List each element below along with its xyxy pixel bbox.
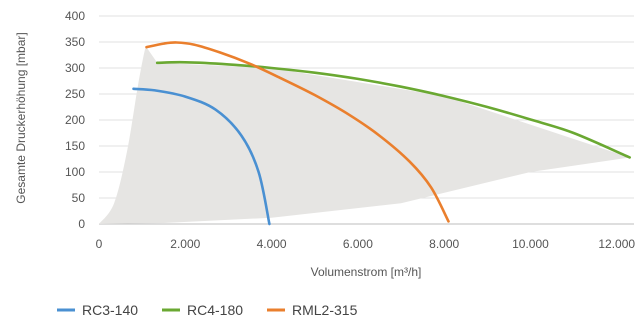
series-layer bbox=[132, 41, 631, 226]
y-tick-label: 250 bbox=[65, 87, 85, 101]
legend-label: RC3-140 bbox=[82, 302, 138, 318]
x-axis: 0 2.000 4.000 6.000 8.000 10.000 12.000 bbox=[96, 237, 635, 251]
x-tick-label: 12.000 bbox=[598, 237, 635, 251]
x-tick-label: 2.000 bbox=[170, 237, 200, 251]
y-tick-label: 150 bbox=[65, 139, 85, 153]
legend-item: RML2-315 bbox=[267, 302, 358, 318]
x-tick-label: 8.000 bbox=[429, 237, 459, 251]
series-line-rml2-315 bbox=[145, 41, 450, 223]
legend-label: RC4-180 bbox=[187, 302, 243, 318]
operating-range-area bbox=[99, 47, 630, 225]
y-tick-label: 300 bbox=[65, 61, 85, 75]
x-tick-label: 0 bbox=[96, 237, 103, 251]
legend: RC3-140 RC4-180 RML2-315 bbox=[57, 302, 358, 318]
y-tick-label: 350 bbox=[65, 35, 85, 49]
x-tick-label: 4.000 bbox=[257, 237, 287, 251]
y-tick-label: 50 bbox=[72, 191, 86, 205]
x-tick-label: 6.000 bbox=[343, 237, 373, 251]
legend-item: RC3-140 bbox=[57, 302, 138, 318]
x-tick-label: 10.000 bbox=[512, 237, 549, 251]
y-axis-label: Gesamte Druckerhöhung [mbar] bbox=[14, 32, 28, 203]
legend-label: RML2-315 bbox=[292, 302, 358, 318]
series-line-rc3-140 bbox=[132, 87, 271, 226]
y-axis: 0 50 100 150 200 250 300 350 400 bbox=[65, 9, 85, 231]
x-axis-label: Volumenstrom [m³/h] bbox=[311, 265, 422, 279]
y-tick-label: 100 bbox=[65, 165, 85, 179]
series-line-rc4-180 bbox=[155, 60, 631, 159]
y-tick-label: 400 bbox=[65, 9, 85, 23]
y-tick-label: 0 bbox=[78, 217, 85, 231]
legend-item: RC4-180 bbox=[162, 302, 243, 318]
y-tick-label: 200 bbox=[65, 113, 85, 127]
